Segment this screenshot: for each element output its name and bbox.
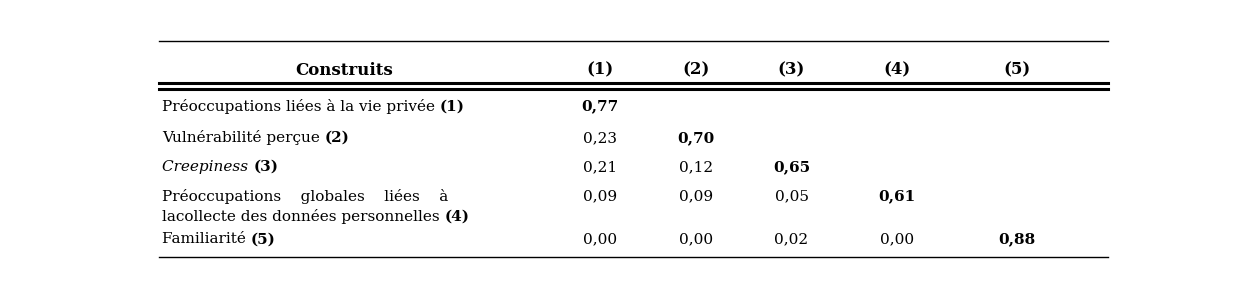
Text: 0,00: 0,00 — [880, 232, 913, 246]
Text: (5): (5) — [1002, 62, 1031, 79]
Text: (5): (5) — [251, 232, 276, 246]
Text: 0,23: 0,23 — [583, 131, 617, 145]
Text: (4): (4) — [884, 62, 911, 79]
Text: 0,70: 0,70 — [677, 131, 714, 145]
Text: 0,77: 0,77 — [581, 99, 618, 113]
Text: (3): (3) — [253, 160, 278, 174]
Text: 0,02: 0,02 — [775, 232, 808, 246]
Text: (3): (3) — [777, 62, 805, 79]
Text: 0,88: 0,88 — [997, 232, 1036, 246]
Text: Préoccupations liées à la vie privée: Préoccupations liées à la vie privée — [162, 99, 440, 114]
Text: 0,05: 0,05 — [775, 190, 808, 203]
Text: 0,00: 0,00 — [583, 232, 617, 246]
Text: Vulnérabilité perçue: Vulnérabilité perçue — [162, 130, 325, 145]
Text: Préoccupations    globales    liées    à: Préoccupations globales liées à — [162, 189, 449, 204]
Text: (1): (1) — [440, 99, 465, 113]
Text: (2): (2) — [682, 62, 709, 79]
Text: 0,12: 0,12 — [679, 160, 713, 174]
Text: 0,09: 0,09 — [679, 190, 713, 203]
Text: 0,09: 0,09 — [583, 190, 617, 203]
Text: Construits: Construits — [295, 62, 393, 79]
Text: (4): (4) — [445, 210, 470, 224]
Text: 0,00: 0,00 — [679, 232, 713, 246]
Text: 0,61: 0,61 — [879, 190, 916, 203]
Text: 0,65: 0,65 — [772, 160, 810, 174]
Text: Familiarité: Familiarité — [162, 232, 251, 246]
Text: Creepiness: Creepiness — [162, 160, 253, 174]
Text: 0,21: 0,21 — [583, 160, 617, 174]
Text: (1): (1) — [586, 62, 613, 79]
Text: lacollecte des données personnelles: lacollecte des données personnelles — [162, 209, 445, 224]
Text: (2): (2) — [325, 131, 350, 145]
